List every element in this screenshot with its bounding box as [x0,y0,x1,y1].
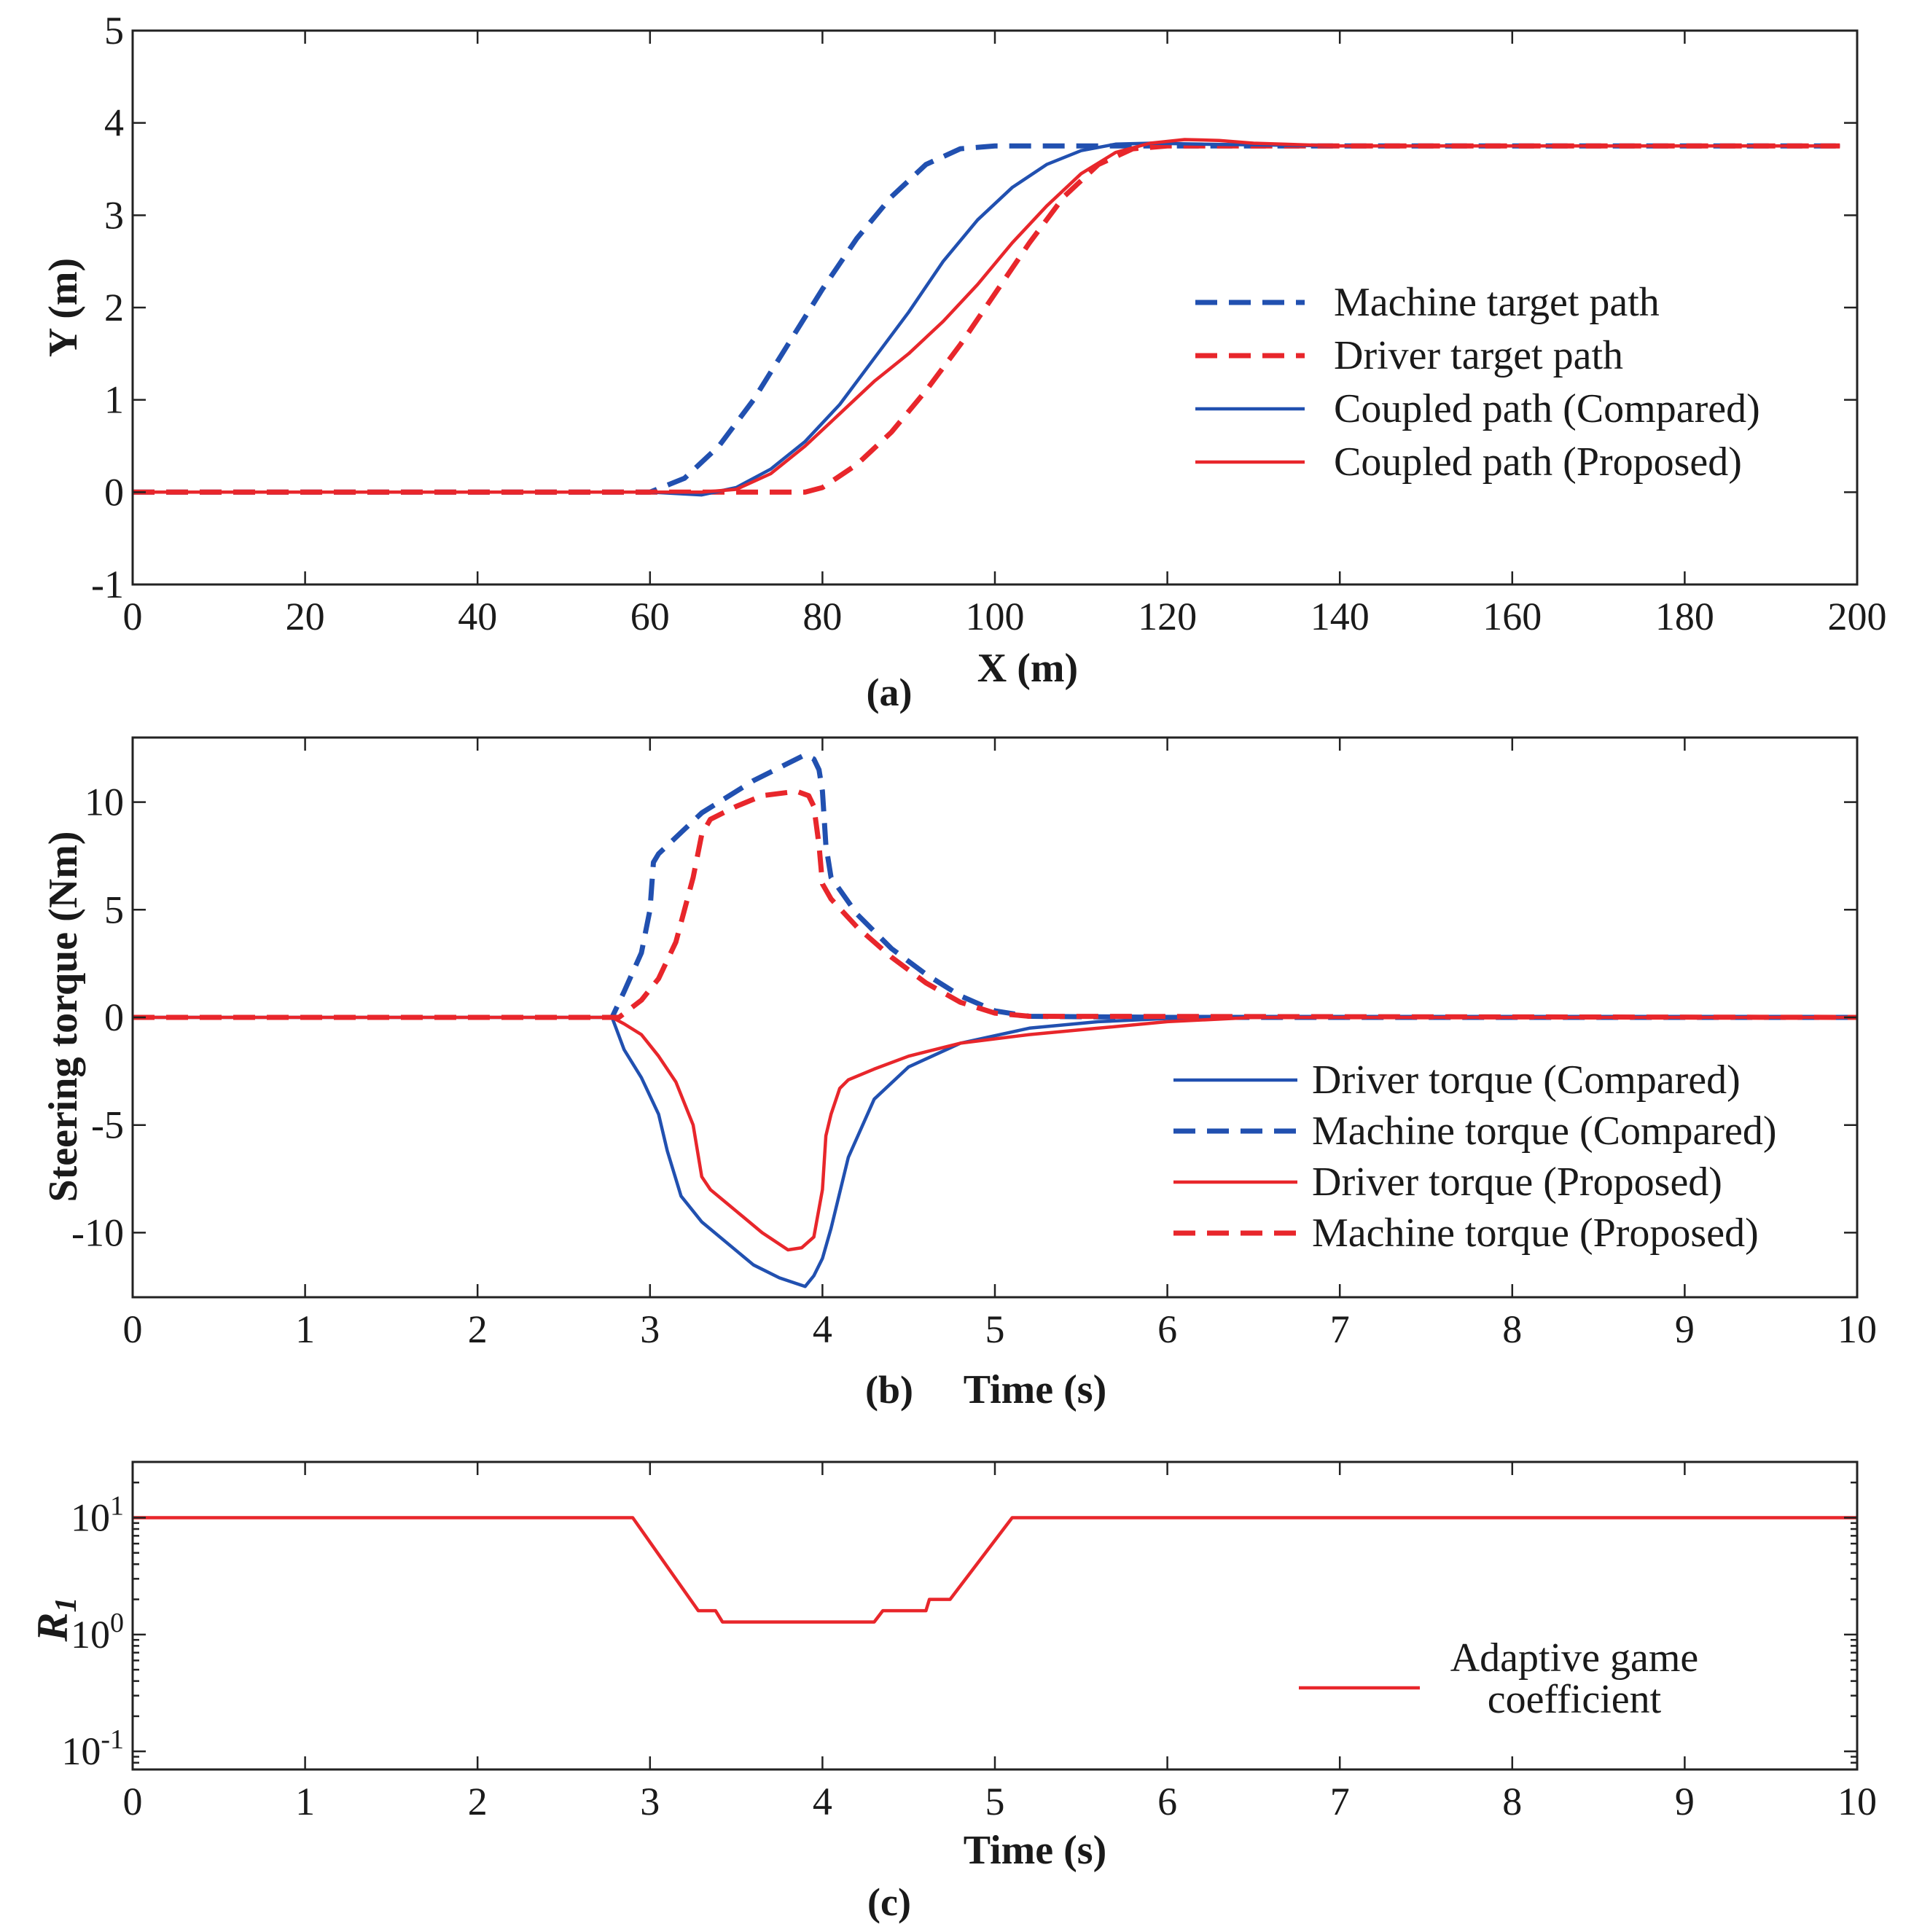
legend-label: Driver torque (Compared) [1312,1057,1741,1103]
panel-c-plot-frame [131,1460,1859,1771]
y-tick-label: 2 [104,286,124,329]
series-line-driver-torque-compared- [133,1015,1857,1288]
legend-label: Machine target path [1334,280,1660,325]
x-tick-label: 3 [640,1307,660,1351]
panel-b-label: (b) [865,1368,913,1412]
panel-b-y-axis-label: Steering torque (Nm) [41,831,86,1202]
y-tick-label: -1 [91,563,124,606]
x-tick-label: 9 [1675,1307,1695,1351]
x-tick-label: 8 [1502,1780,1522,1823]
series-line-machine-target-path [133,143,1840,495]
series-line-driver-target-path [133,143,1840,495]
y-tick-label: 5 [104,888,124,931]
x-tick-label: 8 [1502,1307,1522,1351]
series-line-driver-torque-proposed- [133,1015,1857,1252]
panel-b-legend: Driver torque (Compared) Machine torque (… [1173,1057,1777,1256]
x-tick-label: 7 [1330,1780,1350,1823]
x-tick-label: 20 [286,595,325,638]
y-tick-label: 0 [104,996,124,1039]
x-tick-label: 3 [640,1780,660,1823]
x-tick-label: 10 [1837,1780,1877,1823]
legend-label: Adaptive game [1450,1635,1699,1681]
series-line-adaptive-game-coefficient [133,1516,1857,1624]
panel-a-legend: Machine target path Driver target path Cou… [1195,280,1760,485]
x-tick-label: 140 [1310,595,1370,638]
panel-c-y-label-main: R [28,1612,77,1642]
x-tick-label: 80 [802,595,842,638]
legend-label: coefficient [1488,1677,1662,1722]
series-line-machine-torque-proposed- [133,789,1858,1020]
series-line-machine-torque-compared- [133,752,1857,1020]
x-tick-label: 5 [985,1307,1005,1351]
series-line-coupled-path-proposed- [133,138,1840,494]
legend-label: Driver target path [1334,333,1623,378]
panel-a-label: (a) [867,670,913,714]
y-tick-label: 4 [104,101,124,145]
x-tick-label: 60 [630,595,670,638]
x-tick-label: 4 [813,1307,832,1351]
x-tick-label: 0 [123,1307,143,1351]
x-tick-label: 2 [468,1307,488,1351]
panel-a-y-axis-label: Y (m) [41,258,86,357]
panel-c-y-axis-label: R1 [28,1597,83,1642]
x-tick-label: 10 [1837,1307,1877,1351]
x-tick-label: 6 [1157,1307,1177,1351]
x-tick-label: 9 [1675,1780,1695,1823]
y-tick-label: 10-1 [61,1724,124,1773]
y-tick-label: 101 [71,1490,124,1539]
y-tick-label: 10 [85,781,124,824]
x-tick-label: 100 [966,595,1025,638]
x-tick-label: 1 [295,1307,315,1351]
x-tick-label: 160 [1483,595,1542,638]
panel-c-y-label-sub: 1 [50,1597,83,1612]
panel-b-x-axis-label: Time (s) [964,1367,1107,1412]
y-tick-label: 3 [104,193,124,237]
legend-label: Coupled path (Proposed) [1334,439,1742,485]
y-tick-label: -10 [71,1211,124,1254]
x-tick-label: 1 [295,1780,315,1823]
legend-label: Machine torque (Proposed) [1312,1211,1759,1256]
y-tick-label: 1 [104,378,124,422]
legend-label: Coupled path (Compared) [1334,386,1760,431]
y-tick-label: 100 [71,1608,124,1657]
x-tick-label: 6 [1157,1780,1177,1823]
y-tick-label: -5 [91,1103,124,1147]
x-tick-label: 180 [1655,595,1714,638]
panel-b-torque-plot: 0 1 2 3 4 5 6 7 8 9 10 -10 -5 0 5 10 (b) Time (s) Steer… [41,736,1877,1412]
x-tick-label: 0 [123,1780,143,1823]
y-tick-label: 5 [104,9,124,52]
x-tick-label: 120 [1138,595,1197,638]
y-tick-label: 0 [104,470,124,514]
legend-label: Machine torque (Compared) [1312,1108,1777,1154]
panel-a-x-axis-label: X (m) [977,646,1078,691]
x-tick-label: 2 [468,1780,488,1823]
x-tick-label: 5 [985,1780,1005,1823]
legend-label: Driver torque (Proposed) [1312,1159,1722,1205]
x-tick-label: 40 [458,595,497,638]
x-tick-label: 0 [123,595,143,638]
svg-text:R1: R1 [28,1597,83,1642]
x-tick-label: 4 [813,1780,832,1823]
panel-c-x-axis-label: Time (s) [964,1828,1107,1873]
x-tick-label: 200 [1828,595,1887,638]
x-tick-label: 7 [1330,1307,1350,1351]
panel-c-label: (c) [867,1880,911,1924]
